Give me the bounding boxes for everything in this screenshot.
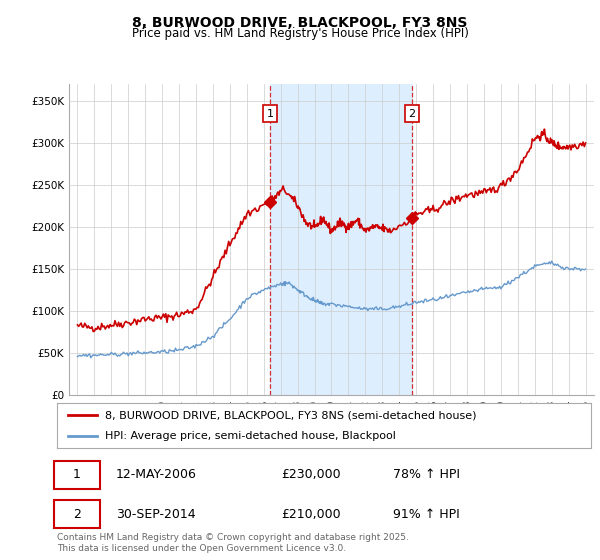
FancyBboxPatch shape: [55, 461, 100, 489]
Text: 30-SEP-2014: 30-SEP-2014: [116, 507, 196, 521]
Text: £210,000: £210,000: [281, 507, 341, 521]
Text: 8, BURWOOD DRIVE, BLACKPOOL, FY3 8NS: 8, BURWOOD DRIVE, BLACKPOOL, FY3 8NS: [133, 16, 467, 30]
Text: 2: 2: [409, 109, 416, 119]
Bar: [270, 84, 412, 395]
Text: HPI: Average price, semi-detached house, Blackpool: HPI: Average price, semi-detached house,…: [105, 431, 396, 441]
Text: 2: 2: [73, 507, 80, 521]
Text: 1: 1: [73, 468, 80, 482]
Text: £230,000: £230,000: [281, 468, 341, 482]
FancyBboxPatch shape: [55, 500, 100, 528]
Text: 1: 1: [266, 109, 274, 119]
Text: Price paid vs. HM Land Registry's House Price Index (HPI): Price paid vs. HM Land Registry's House …: [131, 27, 469, 40]
Text: 91% ↑ HPI: 91% ↑ HPI: [394, 507, 460, 521]
Text: 78% ↑ HPI: 78% ↑ HPI: [394, 468, 460, 482]
Text: Contains HM Land Registry data © Crown copyright and database right 2025.
This d: Contains HM Land Registry data © Crown c…: [57, 533, 409, 553]
Text: 8, BURWOOD DRIVE, BLACKPOOL, FY3 8NS (semi-detached house): 8, BURWOOD DRIVE, BLACKPOOL, FY3 8NS (se…: [105, 410, 476, 421]
Text: 12-MAY-2006: 12-MAY-2006: [116, 468, 197, 482]
